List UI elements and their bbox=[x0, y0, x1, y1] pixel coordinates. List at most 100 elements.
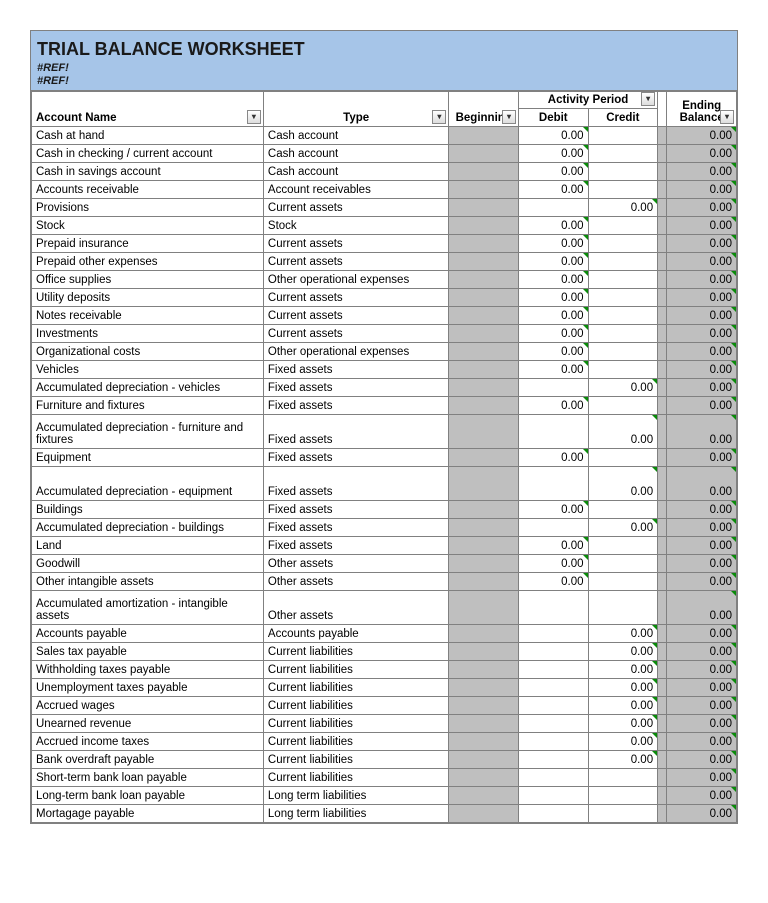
cell-ending[interactable]: 0.00 bbox=[667, 449, 737, 467]
cell-beginning[interactable] bbox=[449, 343, 519, 361]
cell-debit[interactable]: 0.00 bbox=[518, 289, 588, 307]
cell-beginning[interactable] bbox=[449, 199, 519, 217]
cell-ending[interactable]: 0.00 bbox=[667, 325, 737, 343]
cell-credit[interactable] bbox=[588, 573, 658, 591]
cell-account[interactable]: Unemployment taxes payable bbox=[32, 679, 264, 697]
cell-type[interactable]: Account receivables bbox=[263, 181, 449, 199]
cell-type[interactable]: Current liabilities bbox=[263, 661, 449, 679]
cell-account[interactable]: Accrued income taxes bbox=[32, 733, 264, 751]
cell-type[interactable]: Current liabilities bbox=[263, 679, 449, 697]
cell-type[interactable]: Fixed assets bbox=[263, 537, 449, 555]
cell-type[interactable]: Current assets bbox=[263, 289, 449, 307]
cell-beginning[interactable] bbox=[449, 537, 519, 555]
cell-credit[interactable]: 0.00 bbox=[588, 751, 658, 769]
cell-type[interactable]: Long term liabilities bbox=[263, 805, 449, 823]
cell-ending[interactable]: 0.00 bbox=[667, 591, 737, 625]
cell-credit[interactable] bbox=[588, 449, 658, 467]
cell-beginning[interactable] bbox=[449, 163, 519, 181]
cell-account[interactable]: Accumulated amortization - intangible as… bbox=[32, 591, 264, 625]
cell-ending[interactable]: 0.00 bbox=[667, 217, 737, 235]
cell-debit[interactable] bbox=[518, 519, 588, 537]
cell-debit[interactable] bbox=[518, 591, 588, 625]
cell-account[interactable]: Accounts receivable bbox=[32, 181, 264, 199]
cell-ending[interactable]: 0.00 bbox=[667, 181, 737, 199]
cell-type[interactable]: Fixed assets bbox=[263, 449, 449, 467]
cell-account[interactable]: Goodwill bbox=[32, 555, 264, 573]
cell-debit[interactable] bbox=[518, 751, 588, 769]
cell-ending[interactable]: 0.00 bbox=[667, 145, 737, 163]
cell-credit[interactable]: 0.00 bbox=[588, 199, 658, 217]
cell-beginning[interactable] bbox=[449, 733, 519, 751]
cell-beginning[interactable] bbox=[449, 555, 519, 573]
cell-beginning[interactable] bbox=[449, 467, 519, 501]
cell-type[interactable]: Current liabilities bbox=[263, 697, 449, 715]
cell-credit[interactable]: 0.00 bbox=[588, 519, 658, 537]
cell-type[interactable]: Fixed assets bbox=[263, 361, 449, 379]
cell-type[interactable]: Current liabilities bbox=[263, 751, 449, 769]
cell-debit[interactable] bbox=[518, 643, 588, 661]
cell-account[interactable]: Land bbox=[32, 537, 264, 555]
cell-credit[interactable] bbox=[588, 325, 658, 343]
cell-debit[interactable]: 0.00 bbox=[518, 307, 588, 325]
cell-type[interactable]: Fixed assets bbox=[263, 519, 449, 537]
cell-ending[interactable]: 0.00 bbox=[667, 307, 737, 325]
cell-debit[interactable]: 0.00 bbox=[518, 501, 588, 519]
cell-account[interactable]: Organizational costs bbox=[32, 343, 264, 361]
cell-account[interactable]: Cash in checking / current account bbox=[32, 145, 264, 163]
cell-type[interactable]: Fixed assets bbox=[263, 467, 449, 501]
cell-ending[interactable]: 0.00 bbox=[667, 519, 737, 537]
cell-credit[interactable]: 0.00 bbox=[588, 697, 658, 715]
cell-account[interactable]: Provisions bbox=[32, 199, 264, 217]
cell-beginning[interactable] bbox=[449, 805, 519, 823]
cell-debit[interactable]: 0.00 bbox=[518, 271, 588, 289]
cell-beginning[interactable] bbox=[449, 415, 519, 449]
cell-ending[interactable]: 0.00 bbox=[667, 769, 737, 787]
cell-debit[interactable] bbox=[518, 625, 588, 643]
cell-debit[interactable]: 0.00 bbox=[518, 343, 588, 361]
cell-credit[interactable] bbox=[588, 217, 658, 235]
cell-debit[interactable]: 0.00 bbox=[518, 555, 588, 573]
cell-beginning[interactable] bbox=[449, 127, 519, 145]
cell-debit[interactable]: 0.00 bbox=[518, 537, 588, 555]
cell-ending[interactable]: 0.00 bbox=[667, 163, 737, 181]
cell-ending[interactable]: 0.00 bbox=[667, 253, 737, 271]
cell-ending[interactable]: 0.00 bbox=[667, 697, 737, 715]
cell-credit[interactable] bbox=[588, 397, 658, 415]
cell-beginning[interactable] bbox=[449, 697, 519, 715]
cell-credit[interactable]: 0.00 bbox=[588, 661, 658, 679]
cell-type[interactable]: Current liabilities bbox=[263, 643, 449, 661]
cell-beginning[interactable] bbox=[449, 643, 519, 661]
filter-dropdown-icon[interactable]: ▾ bbox=[720, 110, 734, 124]
cell-credit[interactable] bbox=[588, 163, 658, 181]
cell-credit[interactable]: 0.00 bbox=[588, 625, 658, 643]
cell-credit[interactable] bbox=[588, 537, 658, 555]
cell-account[interactable]: Mortagage payable bbox=[32, 805, 264, 823]
cell-ending[interactable]: 0.00 bbox=[667, 751, 737, 769]
cell-credit[interactable] bbox=[588, 127, 658, 145]
cell-credit[interactable]: 0.00 bbox=[588, 379, 658, 397]
cell-account[interactable]: Other intangible assets bbox=[32, 573, 264, 591]
cell-credit[interactable] bbox=[588, 343, 658, 361]
cell-beginning[interactable] bbox=[449, 217, 519, 235]
filter-dropdown-icon[interactable]: ▾ bbox=[502, 110, 516, 124]
cell-debit[interactable]: 0.00 bbox=[518, 163, 588, 181]
cell-ending[interactable]: 0.00 bbox=[667, 537, 737, 555]
cell-account[interactable]: Prepaid other expenses bbox=[32, 253, 264, 271]
cell-ending[interactable]: 0.00 bbox=[667, 715, 737, 733]
cell-type[interactable]: Cash account bbox=[263, 145, 449, 163]
cell-beginning[interactable] bbox=[449, 715, 519, 733]
cell-debit[interactable] bbox=[518, 379, 588, 397]
cell-credit[interactable]: 0.00 bbox=[588, 415, 658, 449]
cell-debit[interactable]: 0.00 bbox=[518, 325, 588, 343]
cell-credit[interactable] bbox=[588, 145, 658, 163]
cell-type[interactable]: Fixed assets bbox=[263, 415, 449, 449]
cell-credit[interactable] bbox=[588, 805, 658, 823]
cell-credit[interactable]: 0.00 bbox=[588, 643, 658, 661]
cell-ending[interactable]: 0.00 bbox=[667, 555, 737, 573]
cell-debit[interactable]: 0.00 bbox=[518, 449, 588, 467]
cell-debit[interactable] bbox=[518, 415, 588, 449]
cell-account[interactable]: Prepaid insurance bbox=[32, 235, 264, 253]
cell-debit[interactable] bbox=[518, 199, 588, 217]
cell-account[interactable]: Short-term bank loan payable bbox=[32, 769, 264, 787]
cell-account[interactable]: Equipment bbox=[32, 449, 264, 467]
